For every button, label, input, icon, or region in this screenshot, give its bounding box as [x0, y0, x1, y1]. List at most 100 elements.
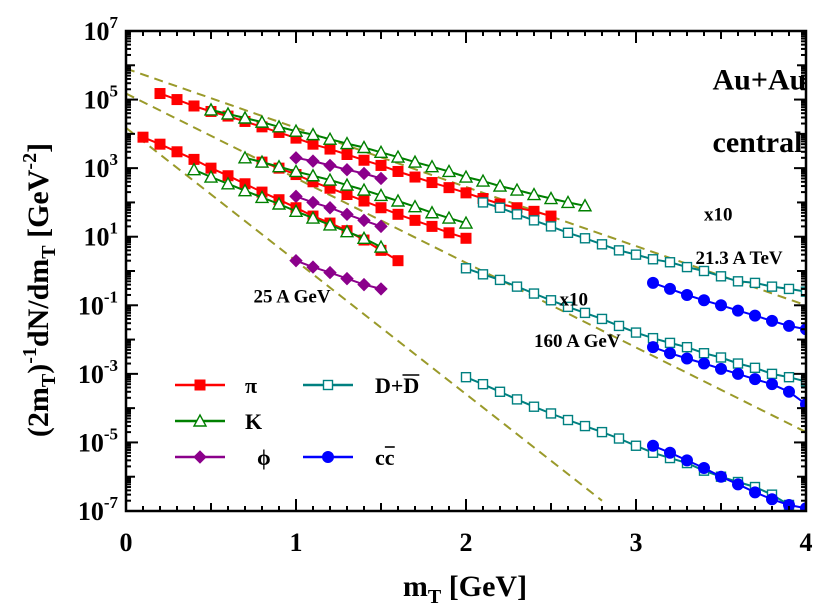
data-point — [392, 255, 404, 267]
axis-ticks: 0 1 2 3 4 107 105 103 101 10-1 10-3 10-5 10-7 — [78, 13, 813, 557]
data-point — [511, 281, 523, 292]
series-pi-21.3ATeV — [154, 88, 557, 222]
data-point — [374, 219, 388, 234]
data-point — [340, 271, 354, 286]
series-phi-25AGeV — [289, 253, 388, 296]
data-point — [681, 288, 693, 301]
data-point — [409, 214, 421, 226]
data-point — [288, 203, 304, 218]
legend-label: K — [245, 409, 262, 434]
data-point — [322, 217, 338, 231]
data-point — [698, 461, 710, 474]
data-point — [392, 208, 404, 220]
data-point — [477, 269, 489, 280]
data-point — [545, 221, 557, 232]
data-point — [732, 367, 744, 380]
data-point — [477, 197, 489, 208]
series-cc-25AGeV — [647, 439, 806, 511]
data-point — [171, 94, 183, 106]
data-point — [698, 357, 710, 370]
data-point — [358, 154, 370, 166]
data-point — [340, 207, 354, 222]
series-K-160AGeV — [237, 150, 474, 229]
data-point — [271, 159, 287, 173]
legend-marker — [192, 413, 208, 427]
data-point — [322, 131, 338, 145]
data-point — [356, 182, 372, 196]
data-point — [339, 136, 355, 150]
data-point — [306, 154, 320, 168]
data-point — [732, 478, 744, 491]
legend-label: π — [245, 373, 257, 398]
annotations: Au+Au central x10 21.3 A TeV x10 160 A GeV 25 … — [254, 63, 807, 352]
data-series — [137, 88, 806, 511]
data-point — [715, 352, 727, 363]
legend: πKϕ D+D cc — [175, 373, 420, 470]
series-line — [652, 444, 806, 510]
data-point — [306, 195, 320, 210]
data-point — [339, 177, 355, 191]
data-point — [458, 169, 474, 183]
data-point — [407, 154, 423, 168]
data-point — [630, 327, 642, 338]
data-point — [543, 191, 559, 205]
data-point — [237, 183, 253, 197]
annotation: 160 A GeV — [534, 331, 621, 352]
data-point — [237, 150, 253, 164]
data-point — [306, 260, 320, 274]
data-point — [630, 440, 642, 451]
data-point — [357, 277, 371, 292]
data-point — [441, 164, 457, 178]
x-tick-label: 3 — [630, 528, 643, 557]
annotation: Au+Au — [713, 63, 807, 96]
data-point — [783, 319, 795, 332]
data-point — [424, 205, 440, 219]
data-point — [647, 276, 659, 289]
data-point — [460, 232, 472, 244]
data-point — [375, 202, 387, 214]
data-point — [681, 261, 693, 273]
data-point — [528, 205, 540, 217]
fit-25-AGeV-line — [126, 127, 603, 502]
data-point — [289, 151, 303, 165]
data-point — [766, 378, 778, 391]
data-point — [681, 341, 693, 353]
data-point — [664, 337, 676, 349]
data-point — [441, 210, 457, 224]
y-axis-label: (2mT)-1dN/dmT [GeV-2] — [19, 143, 60, 437]
series-cc-21.3ATeV — [647, 276, 806, 336]
data-point — [494, 274, 506, 286]
data-point — [477, 378, 489, 390]
annotation: 21.3 A TeV — [696, 248, 783, 269]
data-point — [375, 159, 387, 171]
data-point — [357, 166, 371, 181]
data-point — [511, 394, 523, 405]
data-point — [664, 257, 676, 268]
data-point — [766, 493, 778, 506]
legend-entry: D+D — [303, 373, 420, 398]
y-tick-label: 107 — [84, 13, 119, 46]
legend-entry: π — [175, 373, 257, 398]
data-point — [407, 199, 423, 213]
data-point — [715, 271, 727, 282]
y-tick-label: 10-3 — [78, 356, 118, 389]
data-point — [560, 194, 576, 209]
data-point — [373, 239, 389, 253]
data-point — [647, 254, 659, 265]
data-point — [443, 227, 455, 239]
annotation: 25 A GeV — [254, 287, 331, 308]
data-point — [426, 177, 438, 189]
data-point — [390, 149, 406, 163]
data-point — [254, 154, 270, 168]
data-point — [323, 201, 337, 215]
data-point — [749, 373, 761, 386]
data-point — [339, 224, 355, 238]
data-point — [562, 414, 574, 426]
series-K-21.3ATeV — [203, 102, 593, 212]
data-point — [749, 486, 761, 499]
y-tick-label: 105 — [84, 82, 119, 115]
data-point — [698, 348, 710, 359]
data-point — [305, 127, 321, 141]
x-tick-label: 2 — [460, 528, 473, 557]
legend-entry: K — [175, 409, 262, 434]
